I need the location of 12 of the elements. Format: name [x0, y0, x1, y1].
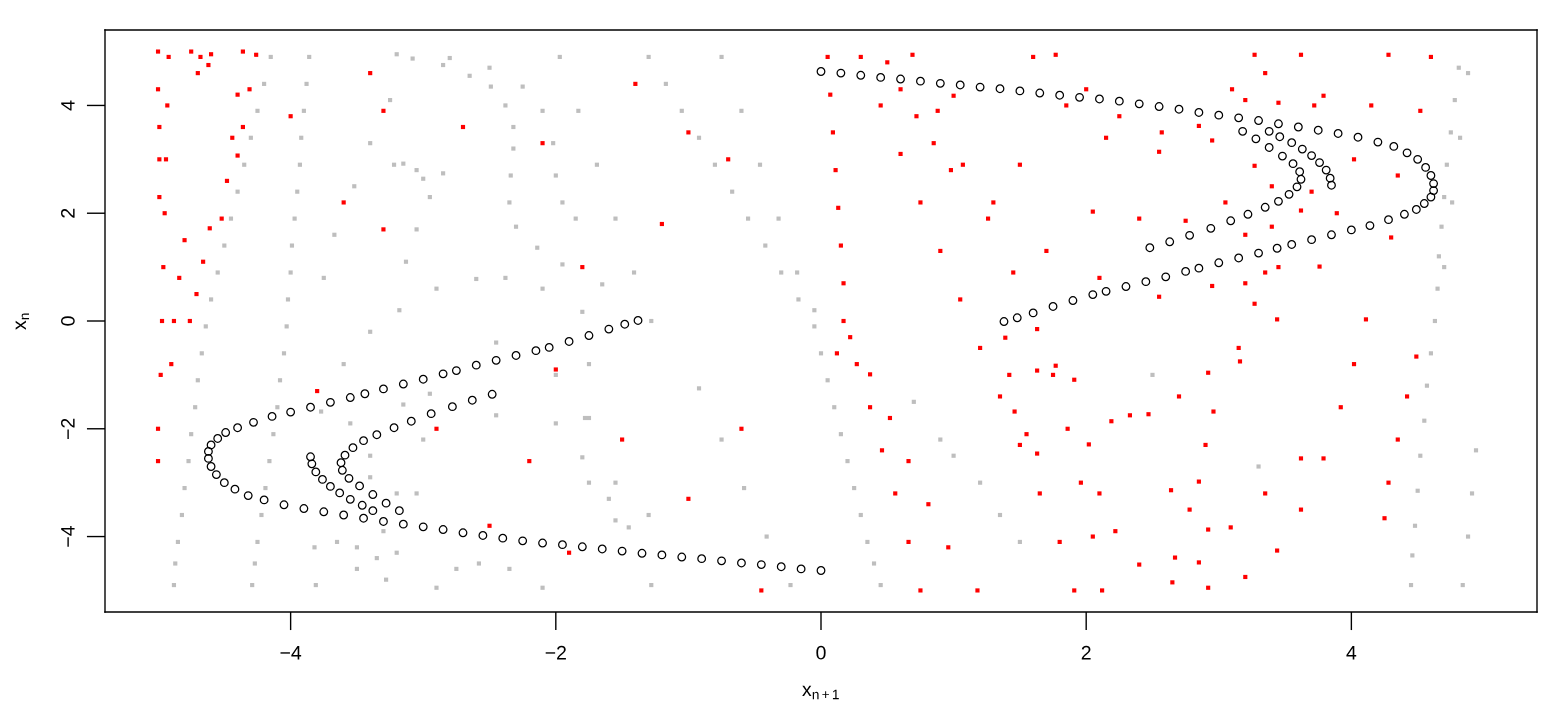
y-tick-label: −2 [61, 418, 75, 439]
y-axis-title: x$_{n}$ [15, 313, 30, 330]
y-tick-label: −4 [61, 526, 75, 547]
x-tick-label: 0 [816, 645, 826, 660]
x-tick-label: −2 [545, 645, 566, 660]
x-tick-label: 2 [1081, 645, 1091, 660]
x-tick-label: −4 [280, 646, 302, 660]
y-tick-label: 0 [61, 316, 75, 326]
x-tick-label: 4 [1346, 646, 1357, 660]
x-axis-title: x$_{n+1}$ [802, 685, 839, 700]
y-tick-label: 4 [61, 100, 75, 111]
y-tick-label: 2 [61, 208, 75, 218]
